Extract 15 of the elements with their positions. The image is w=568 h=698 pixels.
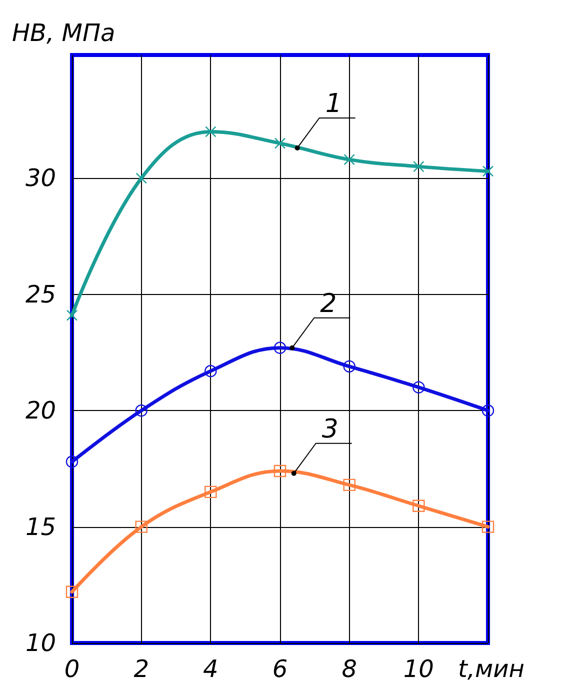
y-tick-label: 20	[25, 396, 56, 425]
y-axis-title: НВ, МПа	[12, 19, 116, 47]
y-tick-label: 10	[25, 629, 56, 657]
annotation: 1	[325, 88, 342, 119]
y-tick-label: 30	[25, 164, 56, 192]
y-tick-label: 15	[25, 512, 56, 541]
x-tick-label: 0	[64, 655, 80, 683]
x-axis-title: t,мин	[458, 655, 524, 683]
x-tick-label: 6	[272, 655, 288, 683]
x-tick-label: 2	[134, 655, 149, 683]
y-tick-label: 25	[25, 280, 56, 308]
x-tick-label: 4	[203, 655, 218, 683]
x-tick-label: 10	[403, 655, 434, 683]
annotation: 3	[322, 414, 338, 444]
x-tick-label: 8	[342, 655, 357, 683]
